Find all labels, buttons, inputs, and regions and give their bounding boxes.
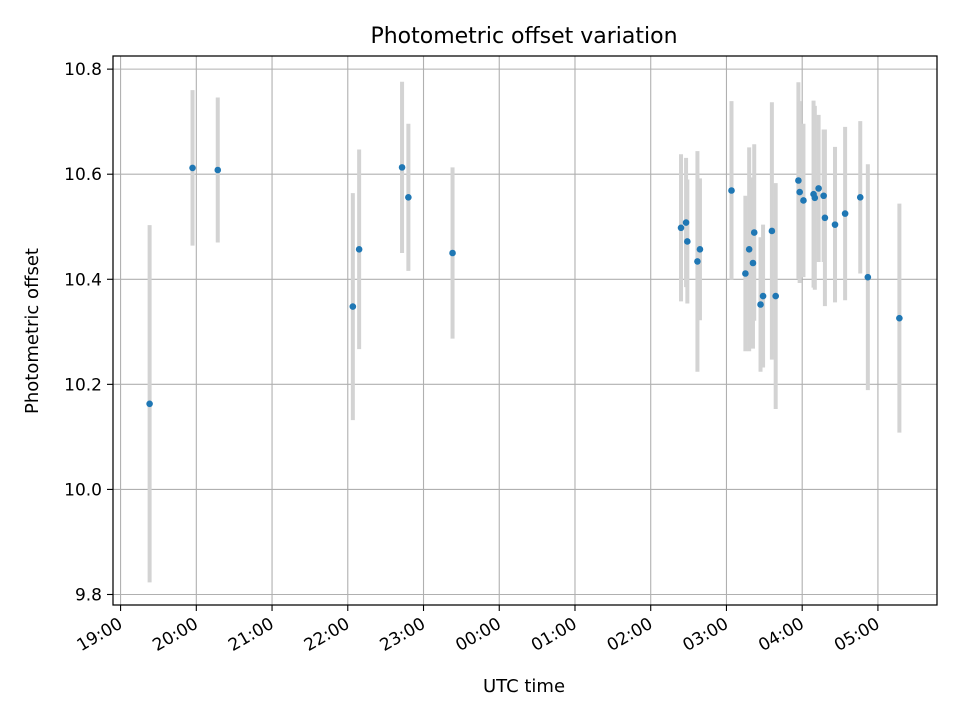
data-point <box>728 187 735 194</box>
grid-lines <box>113 56 937 605</box>
x-tick-label: 00:00 <box>452 614 504 656</box>
data-point <box>856 194 864 201</box>
data-point <box>449 249 456 257</box>
data-point <box>684 238 691 245</box>
data-point <box>772 292 779 300</box>
data-point <box>795 177 802 184</box>
data-point <box>757 301 764 308</box>
x-axis-ticks: 19:00 20:00 21:00 22:00 23:00 00:00 01:00 02:00… <box>74 605 883 656</box>
x-tick-label: 04:00 <box>755 614 807 656</box>
data-point <box>146 400 153 408</box>
x-tick-label: 22:00 <box>301 614 353 656</box>
x-tick-label: 23:00 <box>377 614 429 656</box>
data-point <box>398 164 406 171</box>
error-bars <box>147 81 902 583</box>
data-point <box>745 246 753 253</box>
y-tick-label: 10.6 <box>64 165 102 185</box>
data-point <box>820 192 827 200</box>
x-tick-label: 21:00 <box>225 614 277 656</box>
data-point <box>214 166 222 174</box>
data-point <box>796 188 803 196</box>
plot-frame <box>112 55 938 606</box>
data-point <box>841 210 849 217</box>
data-point <box>768 227 776 235</box>
chart-title: Photometric offset variation <box>370 24 677 49</box>
x-tick-label: 05:00 <box>831 614 883 656</box>
data-point <box>821 214 829 222</box>
y-tick-label: 10.2 <box>64 375 102 395</box>
data-point <box>811 194 819 202</box>
y-tick-label: 10.4 <box>64 270 102 290</box>
data-point <box>896 314 903 322</box>
data-points <box>146 164 903 408</box>
x-tick-label: 19:00 <box>74 614 126 656</box>
data-point <box>682 219 690 226</box>
data-point <box>759 292 767 300</box>
data-point <box>677 224 685 232</box>
y-tick-label: 10.8 <box>64 60 102 80</box>
x-axis-label: UTC time <box>483 676 565 697</box>
data-point <box>405 194 412 201</box>
x-tick-label: 02:00 <box>604 614 656 656</box>
data-point <box>815 185 822 192</box>
data-point <box>864 273 872 281</box>
y-axis-label: Photometric offset <box>22 248 43 414</box>
data-point <box>749 259 757 267</box>
data-point <box>355 246 363 253</box>
y-tick-label: 9.8 <box>75 585 102 605</box>
data-point <box>750 229 758 236</box>
y-axis-ticks: 9.8 10.0 10.2 10.4 10.6 10.8 <box>64 60 113 605</box>
x-tick-label: 03:00 <box>680 614 732 656</box>
data-point <box>742 270 749 277</box>
y-tick-label: 10.0 <box>64 480 102 500</box>
data-point <box>189 164 196 172</box>
x-tick-label: 20:00 <box>149 614 201 656</box>
data-point <box>831 221 839 228</box>
data-point <box>349 303 357 310</box>
data-point <box>696 246 704 253</box>
data-point <box>694 258 701 265</box>
x-tick-label: 01:00 <box>528 614 580 656</box>
data-point <box>800 197 807 204</box>
